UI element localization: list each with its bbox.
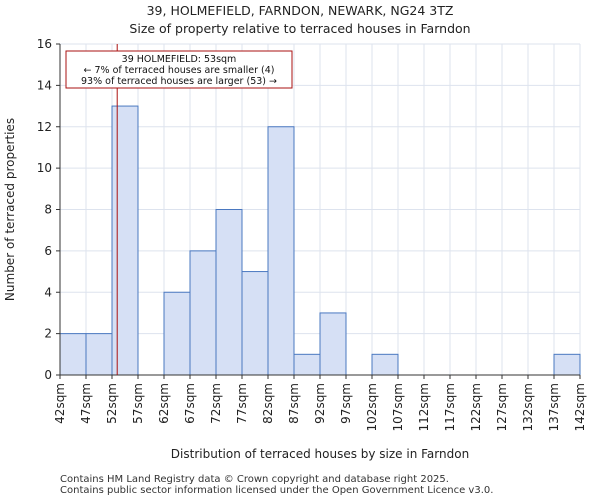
bar-42sqm [59,333,87,376]
bar-137sqm [553,353,581,376]
footer-copyright: Contains HM Land Registry data © Crown c… [60,474,449,485]
bar-72sqm [215,209,243,376]
y-tick-label: 0 [44,368,52,382]
bar-82sqm [267,126,295,376]
x-tick-label: 107sqm [391,383,405,431]
x-tick-label: 112sqm [417,383,431,431]
bars [59,105,581,376]
x-tick-label: 52sqm [105,383,119,424]
chart-title-address: 39, HOLMEFIELD, FARNDON, NEWARK, NG24 3T… [146,3,454,18]
x-tick-label: 117sqm [443,383,457,431]
y-axis-label: Number of terraced properties [3,118,17,301]
bar-102sqm [371,353,399,376]
bar-87sqm [293,353,321,376]
x-ticks: 42sqm 47sqm 52sqm 57sqm 62sqm 67sqm 72sqm 77sqm… [53,375,587,431]
bar-77sqm [241,271,269,376]
x-tick-label: 132sqm [521,383,535,431]
chart-title: Size of property relative to terraced ho… [129,21,471,36]
y-ticks: 0 2 4 6 8 10 12 14 16 [37,37,60,382]
bar-52sqm [111,105,139,376]
x-tick-label: 42sqm [53,383,67,424]
y-tick-label: 10 [37,161,52,175]
property-annotation: 39 HOLMEFIELD: 53sqm ← 7% of terraced ho… [65,50,293,89]
x-tick-label: 77sqm [235,383,249,424]
x-tick-label: 72sqm [209,383,223,424]
y-tick-label: 2 [44,327,52,341]
y-tick-label: 4 [44,285,52,299]
x-tick-label: 102sqm [365,383,379,431]
bar-92sqm [319,312,347,376]
footer-licence: Contains public sector information licen… [60,485,494,496]
x-tick-label: 87sqm [287,383,301,424]
x-tick-label: 62sqm [157,383,171,424]
x-tick-label: 57sqm [131,383,145,424]
x-axis-label: Distribution of terraced houses by size … [171,447,469,461]
x-tick-label: 137sqm [547,383,561,431]
bar-67sqm [189,250,217,376]
y-tick-label: 14 [37,78,52,92]
y-tick-label: 12 [37,120,52,134]
annotation-line-1: 39 HOLMEFIELD: 53sqm [122,54,237,65]
x-tick-label: 82sqm [261,383,275,424]
x-tick-label: 142sqm [573,383,587,431]
x-tick-label: 127sqm [495,383,509,431]
annotation-line-2: ← 7% of terraced houses are smaller (4) [84,65,275,76]
y-tick-label: 16 [37,37,52,51]
x-tick-label: 92sqm [313,383,327,424]
x-tick-label: 97sqm [339,383,353,424]
bar-62sqm [163,291,191,376]
y-tick-label: 6 [44,244,52,258]
x-tick-label: 122sqm [469,383,483,431]
annotation-line-3: 93% of terraced houses are larger (53) → [81,76,277,87]
x-tick-label: 47sqm [79,383,93,424]
x-tick-label: 67sqm [183,383,197,424]
bar-47sqm [85,333,113,376]
y-tick-label: 8 [44,203,52,217]
annotation-box [65,50,293,89]
